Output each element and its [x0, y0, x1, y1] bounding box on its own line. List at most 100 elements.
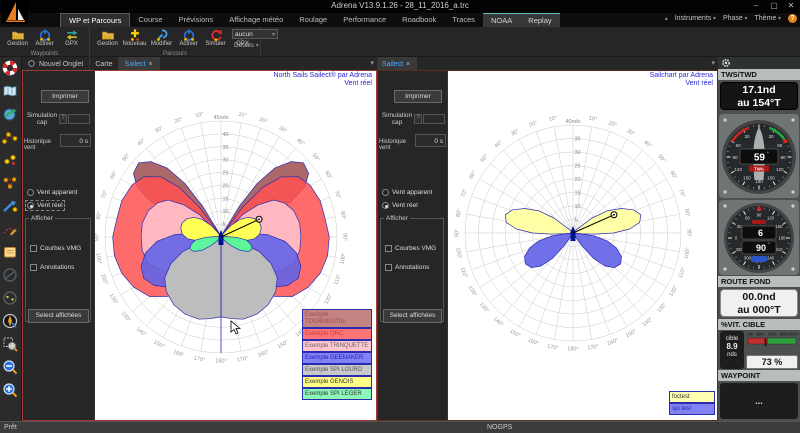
menu-tab-noaa[interactable]: NOAA [483, 13, 520, 27]
tabstrip-overflow-chevron[interactable]: ▾ [711, 59, 715, 67]
svg-text:120°: 120° [323, 293, 334, 306]
tab-carte[interactable]: Carte [90, 57, 119, 70]
waypoints-activer-button[interactable]: Activer [31, 28, 58, 47]
menu-tab-traces[interactable]: Traces [444, 13, 483, 27]
legend-item-exemple-spi-leger[interactable]: Exemple SPI LEGER [302, 388, 372, 400]
close-button[interactable]: ✕ [783, 0, 799, 12]
menu-tab-affichage-m-t-o[interactable]: Affichage météo [221, 13, 291, 27]
right-chart-legend: foctestspi test [669, 391, 715, 415]
zoom-area-icon[interactable] [2, 336, 20, 354]
waypoints-icon[interactable] [2, 152, 20, 170]
parcours-nouveau-button[interactable]: Nouveau [121, 28, 148, 47]
menu-tab-pr-visions[interactable]: Prévisions [171, 13, 222, 27]
parcours-modifier-button[interactable]: Modifier [148, 28, 175, 47]
parcours-simuler-button[interactable]: Simuler [202, 28, 229, 47]
menu-tab-replay[interactable]: Replay [520, 13, 559, 27]
print-button[interactable]: Imprimer [394, 90, 442, 103]
historique-vent-input[interactable]: 0 s [60, 134, 91, 147]
tab-nouvel-onglet[interactable]: Nouvel Onglet [22, 57, 90, 70]
zoom-in-icon[interactable] [2, 382, 20, 400]
legend-item-exemple-tourmentin[interactable]: Exemple TOURMENTIN [302, 309, 372, 328]
minimize-button[interactable]: – [748, 0, 764, 12]
checkbox-annotations[interactable]: Annotations [385, 264, 429, 271]
simulation-cap-help-button[interactable]: ? [414, 114, 422, 124]
menu-tab-roadbook[interactable]: Roadbook [394, 13, 444, 27]
ribbon-button-label: Modifier [148, 41, 175, 47]
checkbox-courbes-vmg[interactable]: Courbes VMG [30, 245, 81, 252]
checkbox-courbes-vmg[interactable]: Courbes VMG [385, 245, 436, 252]
menu-th-me-label: Thème [755, 15, 777, 22]
svg-text:60°: 60° [109, 170, 118, 180]
menu-th-me[interactable]: Thème ▾ [755, 15, 781, 22]
parcours-activer-button[interactable]: Activer [175, 28, 202, 47]
tab-sailect[interactable]: Sailect× [119, 57, 159, 70]
left-chart-title: North Sails Sailect® par Adrena [273, 72, 372, 79]
svg-text:5: 5 [575, 218, 578, 224]
close-tab-icon[interactable]: × [149, 61, 153, 68]
svg-text:30: 30 [223, 158, 229, 164]
simulation-cap-input[interactable] [68, 114, 90, 124]
svg-text:40°: 40° [494, 140, 504, 150]
power-icon [175, 28, 202, 42]
maximize-button[interactable]: ▢ [766, 0, 782, 12]
checkbox-annotations[interactable]: Annotations [30, 264, 74, 271]
simulation-cap-input[interactable] [423, 114, 445, 124]
svg-text:40°: 40° [295, 137, 305, 147]
circle-dim-icon[interactable] [2, 267, 20, 285]
radio-vent-reel[interactable]: Vent réel [382, 202, 418, 209]
vit-cible-label: %VIT. CIBLE [718, 319, 800, 330]
svg-text:90: 90 [757, 213, 762, 218]
right-panel-controls: Imprimer Simulation cap ? Historique ven… [378, 71, 448, 420]
select-affichees-button[interactable]: Select affichées [28, 309, 89, 323]
draw-route-icon[interactable] [2, 221, 20, 239]
parcours-gestion-button[interactable]: Gestion [94, 28, 121, 47]
waypoint-lines-icon[interactable] [2, 175, 20, 193]
select-affichees-button[interactable]: Select affichées [383, 309, 442, 323]
menu-phase[interactable]: Phase ▾ [723, 15, 748, 22]
legend-item-exemple-genois[interactable]: Exemple GENOIS [302, 376, 372, 388]
menu-instruments[interactable]: Instruments ▾ [675, 15, 716, 22]
legend-item-spi-test[interactable]: spi test [669, 403, 715, 415]
twa-gauge: 30306060909012012015015018059°TWA [718, 112, 800, 200]
bearing-arrow-icon[interactable] [2, 198, 20, 216]
compass-tool-icon[interactable] [2, 313, 20, 331]
historique-vent-input[interactable]: 0 s [415, 134, 446, 147]
legend-item-foctest[interactable]: foctest [669, 391, 715, 403]
menu-tab-performance[interactable]: Performance [335, 13, 394, 27]
menu-tab-course[interactable]: Course [130, 13, 170, 27]
radio-vent-apparent[interactable]: Vent apparent [27, 189, 77, 196]
map-icon[interactable] [2, 83, 20, 101]
legend-item-exemple-orc[interactable]: Exemple ORC [302, 328, 372, 340]
simulation-cap-help-button[interactable]: ? [59, 114, 67, 124]
radio-vent-reel[interactable]: Vent réel [27, 202, 63, 209]
waypoints-gpx-button[interactable]: GPX [58, 28, 85, 47]
details-toggle[interactable]: Détails ▾ [234, 42, 259, 49]
close-tab-icon[interactable]: × [406, 61, 410, 68]
lifering-icon[interactable] [2, 60, 20, 78]
legend-item-exemple-spi-lourd[interactable]: Exemple SPI LOURD [302, 364, 372, 376]
legend-item-exemple-trinquette[interactable]: Exemple TRINQUETTE [302, 340, 372, 352]
circle-dots-icon[interactable] [2, 290, 20, 308]
panel-sailect-left: Nouvel OngletCarteSailect×▾ Imprimer Sim… [22, 57, 377, 421]
tab-sailect[interactable]: Sailect× [377, 57, 417, 70]
radio-vent-apparent[interactable]: Vent apparent [382, 189, 432, 196]
route-plan-icon[interactable] [2, 129, 20, 147]
waypoints-gestion-button[interactable]: Gestion [4, 28, 31, 47]
print-button[interactable]: Imprimer [41, 90, 89, 103]
svg-text:10: 10 [575, 204, 581, 210]
legend-item-exemple-geenaker[interactable]: Exemple GEENAKER [302, 352, 372, 364]
collapse-ribbon-icon[interactable]: ▴ [665, 15, 668, 22]
menu-bar: WP et ParcoursCoursePrévisionsAffichage … [0, 13, 800, 27]
menu-tab-roulage[interactable]: Roulage [291, 13, 335, 27]
checkbox-icon [385, 264, 392, 271]
globe-route-icon[interactable] [2, 106, 20, 124]
notes-icon[interactable] [2, 244, 20, 262]
tabstrip-overflow-chevron[interactable]: ▾ [370, 59, 374, 67]
waypoint-label: WAYPOINT [718, 370, 800, 381]
parcours-combo[interactable]: aucun ▾ [232, 29, 278, 39]
zoom-out-icon[interactable] [2, 359, 20, 377]
help-button[interactable]: ? [788, 14, 797, 23]
left-polar-chart-area: North Sails Sailect® par Adrena Vent rée… [95, 71, 376, 420]
menu-tab-wp-et-parcours[interactable]: WP et Parcours [60, 13, 130, 27]
gear-icon[interactable] [720, 57, 732, 69]
